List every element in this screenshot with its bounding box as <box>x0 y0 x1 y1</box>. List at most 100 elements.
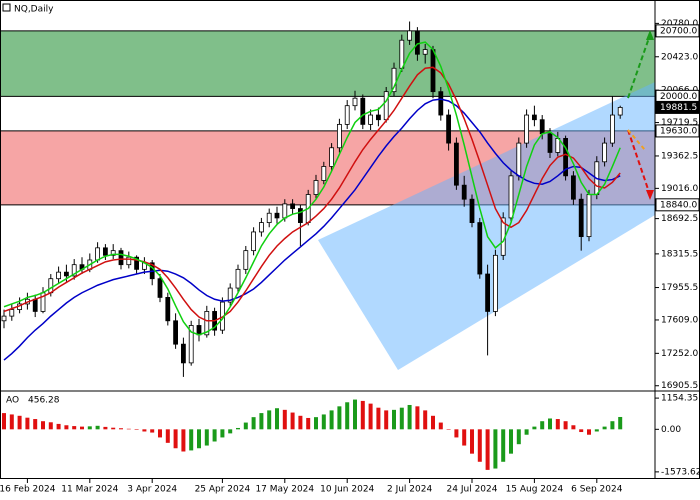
candle-body <box>344 105 350 125</box>
oscillator-bar <box>181 429 186 452</box>
oscillator-bar <box>493 429 498 469</box>
candle-body <box>1 315 7 322</box>
candle-body <box>492 254 498 312</box>
oscillator-bar <box>610 421 615 430</box>
price-tag <box>655 24 700 38</box>
oscillator-bar <box>103 426 108 430</box>
candle-body <box>56 271 61 280</box>
up-arrow-head <box>646 30 654 40</box>
candle-body <box>204 311 210 336</box>
oscillator-bar <box>438 422 443 430</box>
candle-body <box>360 97 366 125</box>
oscillator-bar <box>345 402 350 430</box>
oscillator-bar <box>392 409 396 430</box>
candle-body <box>368 114 374 125</box>
candle-body <box>375 114 381 121</box>
candle-body <box>391 67 397 93</box>
oscillator-bar <box>415 406 420 430</box>
oscillator-bar <box>353 399 357 430</box>
oscillator-bar <box>376 407 381 430</box>
x-tick-label: 25 Apr 2024 <box>195 485 251 495</box>
oscillator-bar <box>119 428 123 430</box>
candle-body <box>188 325 194 364</box>
oscillator-bar <box>64 425 69 430</box>
oscillator-bar <box>384 410 389 430</box>
candle-body <box>532 114 537 121</box>
y-tick-label: 20423.0 <box>661 52 698 62</box>
plot <box>1 21 623 470</box>
oscillator-bar <box>204 429 209 446</box>
candle-body <box>95 247 100 261</box>
candle-body <box>313 180 319 195</box>
oscillator-bar <box>579 429 584 433</box>
x-tick-label: 15 Aug 2024 <box>506 485 564 495</box>
candle-body <box>383 91 389 121</box>
candle-body <box>282 203 288 219</box>
oscillator-bar <box>446 429 451 430</box>
x-tick-label: 10 Jun 2024 <box>320 485 374 495</box>
oscillator-bar <box>306 417 311 430</box>
oscillator-bar <box>275 408 279 430</box>
oscillator-name: AO <box>6 396 19 406</box>
oscillator-bar <box>423 410 428 430</box>
oscillator-bar <box>407 404 412 430</box>
oscillator-bar <box>165 429 170 443</box>
candle-body <box>414 30 420 55</box>
candle-body <box>110 250 116 256</box>
oscillator-bar <box>236 427 240 430</box>
candle-body <box>438 91 444 116</box>
oscillator-bar <box>142 429 147 432</box>
oscillator-bar <box>228 429 233 434</box>
candle-body <box>251 231 257 252</box>
oscillator-bar <box>134 429 139 430</box>
candle-body <box>461 184 467 200</box>
orange-arrow <box>627 129 646 151</box>
oscillator-bar <box>563 421 568 430</box>
y-tick-label: 19362.5 <box>661 151 698 161</box>
oscillator-bar <box>80 426 84 430</box>
candle-body <box>610 114 615 144</box>
oscillator-bar <box>329 410 334 430</box>
down-arrow-head <box>646 190 654 200</box>
oscillator-bar <box>532 426 537 430</box>
oscillator-bar <box>594 429 599 432</box>
oscillator-bar <box>509 429 513 454</box>
candle-body <box>422 49 428 55</box>
oscillator-bar <box>2 413 6 430</box>
candle-body <box>508 175 514 219</box>
candle-body <box>336 123 342 149</box>
candle-body <box>477 222 483 275</box>
oscillator-bar <box>337 406 342 430</box>
oscillator-bar <box>189 429 194 451</box>
oscillator-bar <box>267 410 272 430</box>
candle-body <box>578 198 584 238</box>
candle-body <box>258 222 264 233</box>
oscillator-bar <box>470 429 474 454</box>
candle-body <box>235 268 241 289</box>
y-tick-label: 18692.5 <box>661 214 698 224</box>
candle-body <box>126 256 132 266</box>
candle-body <box>547 133 553 153</box>
oscillator-bar <box>111 427 116 430</box>
oscillator-bar <box>150 429 155 433</box>
oscillator-bar <box>72 426 77 430</box>
y-tick-label: 0.00 <box>661 425 681 435</box>
oscillator-bar <box>158 429 162 438</box>
oscillator-bar <box>368 403 373 430</box>
candle-body <box>290 203 296 209</box>
oscillator-bar <box>399 407 404 430</box>
candle-body <box>9 309 15 317</box>
oscillator-bar <box>290 412 295 430</box>
oscillator-bar <box>9 414 14 430</box>
candle-body <box>321 166 327 181</box>
oscillator-bar <box>259 413 264 430</box>
oscillator-bar <box>431 415 435 430</box>
price-tag <box>655 124 700 138</box>
candle-body <box>430 49 436 93</box>
candle-body <box>297 208 303 223</box>
candle-body <box>71 264 77 277</box>
candle-body <box>227 287 233 303</box>
x-tick-label: 24 Jul 2024 <box>447 485 498 495</box>
oscillator-bar <box>25 417 30 430</box>
